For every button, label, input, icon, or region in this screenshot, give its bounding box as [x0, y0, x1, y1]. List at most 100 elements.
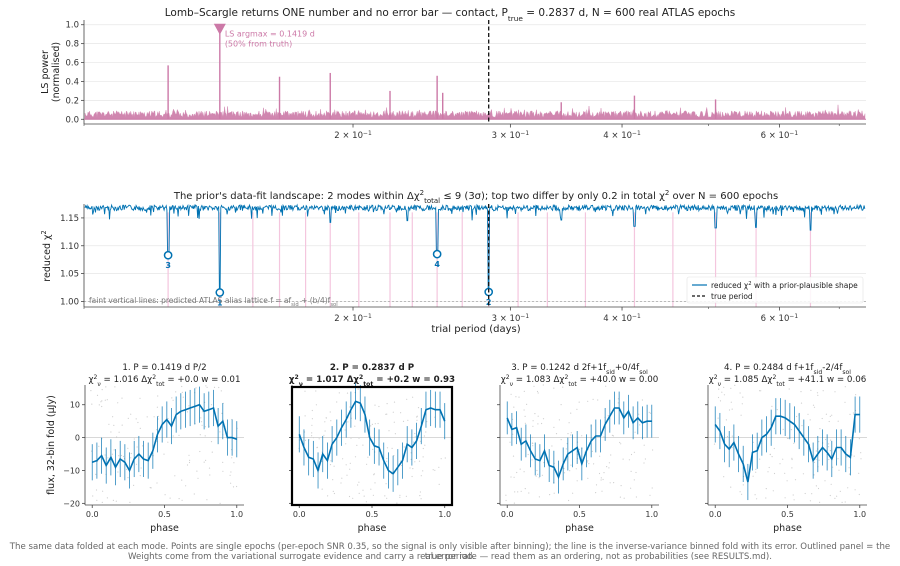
fold-x-tick-label: 0.5 [158, 510, 171, 519]
fold-epoch-point [111, 453, 113, 455]
fold-epoch-point [576, 408, 578, 410]
fold-epoch-point [628, 459, 631, 461]
fold-epoch-point [354, 425, 356, 427]
fold-epoch-point [638, 413, 640, 415]
fold-epoch-point [393, 421, 395, 423]
fold-epoch-point [731, 447, 733, 449]
fold-epoch-point [844, 401, 846, 403]
fold-epoch-point [523, 390, 525, 392]
fold-epoch-point [418, 460, 421, 462]
fold-epoch-point [178, 434, 180, 436]
fold-epoch-point [639, 424, 641, 426]
fold-epoch-point [172, 399, 174, 401]
fold-epoch-point [643, 462, 645, 464]
fold-epoch-point [367, 456, 369, 458]
fold-epoch-point [796, 415, 798, 418]
fold-epoch-point [345, 443, 347, 445]
fold-epoch-point [153, 416, 155, 418]
fold-epoch-point [815, 485, 818, 487]
fold-epoch-point [723, 394, 726, 396]
fold-epoch-point [800, 391, 802, 393]
fold-epoch-point [600, 479, 602, 481]
fold-epoch-point [405, 495, 407, 497]
fold-epoch-point [784, 472, 786, 474]
fold-epoch-point [384, 495, 386, 497]
fold-epoch-point [608, 467, 610, 469]
fold-epoch-point [157, 415, 159, 417]
fold-epoch-point [304, 415, 306, 417]
fold-epoch-point [321, 488, 323, 490]
fold-epoch-point [188, 461, 191, 464]
fold-epoch-point [362, 444, 364, 446]
fold-epoch-point [569, 470, 571, 472]
fold-epoch-point [786, 437, 789, 439]
fold-epoch-point [813, 406, 816, 408]
fold-epoch-point [209, 474, 211, 476]
fold-epoch-point [330, 420, 332, 422]
fold-epoch-point [838, 469, 840, 471]
fold-epoch-point [193, 493, 195, 495]
fold-epoch-point [603, 472, 605, 474]
fold-epoch-point [205, 385, 207, 387]
fold-epoch-point [834, 497, 836, 499]
fold-epoch-point [520, 490, 522, 492]
fold-epoch-point [607, 415, 609, 417]
fold-epoch-point [792, 494, 794, 496]
fold-epoch-point [534, 413, 536, 415]
fold-stats: χ2ν = 1.085 Δχ2tot = +41.1 w = 0.06 [709, 374, 867, 388]
fold-epoch-point [108, 423, 110, 425]
fold-epoch-point [772, 490, 774, 492]
fold-epoch-point [731, 435, 733, 437]
ls-x-tick-label: 6 × 10−1 [761, 130, 799, 142]
fold-epoch-point [713, 443, 716, 445]
fold-epoch-point [127, 417, 129, 419]
fold-epoch-point [606, 466, 608, 468]
fold-epoch-point [817, 487, 820, 490]
ls-x-tick-label: 3 × 10−1 [492, 130, 530, 142]
fold-epoch-point [399, 494, 401, 496]
fold-binned-line [506, 407, 652, 480]
fold-epoch-point [135, 463, 138, 465]
fold-epoch-point [422, 447, 424, 450]
fold-epoch-point [140, 467, 142, 469]
fold-epoch-point [807, 413, 809, 415]
fold-epoch-point [532, 425, 534, 427]
chi-y-tick-label: 1.05 [60, 270, 79, 280]
fold-epoch-point [739, 392, 741, 394]
fold-epoch-point [121, 424, 123, 426]
fold-epoch-point [567, 433, 569, 435]
fold-epoch-point [423, 435, 425, 437]
fold-xlabel: phase [773, 523, 802, 534]
fold-epoch-point [630, 453, 633, 456]
fold-epoch-point [542, 384, 544, 386]
fold-epoch-point [420, 475, 422, 477]
fold-epoch-point [181, 499, 183, 501]
fold-epoch-point [578, 448, 581, 451]
fold-epoch-point [311, 418, 313, 420]
chi-curve [84, 203, 866, 293]
fold-epoch-point [221, 412, 223, 414]
fold-epoch-point [324, 421, 326, 423]
fold-epoch-point [558, 419, 561, 421]
fold-epoch-point [532, 442, 534, 444]
ls-ylabel-1: LS power [40, 50, 51, 94]
fold-binned-line [714, 413, 860, 483]
fold-epoch-point [830, 439, 832, 441]
fold-epoch-point [163, 453, 165, 455]
fold-epoch-point [432, 469, 434, 471]
fold-stats: χ2ν = 1.083 Δχ2tot = +40.0 w = 0.00 [501, 374, 659, 388]
fold-epoch-point [329, 411, 331, 413]
fold-xlabel: phase [358, 523, 387, 534]
fold-epoch-point [523, 471, 525, 473]
fold-epoch-point [101, 400, 103, 402]
fold-epoch-point [830, 483, 832, 485]
fold-epoch-point [200, 421, 203, 423]
fold-epoch-point [619, 496, 622, 498]
fold-epoch-point [374, 404, 376, 406]
fold-epoch-point [197, 477, 199, 479]
fold-epoch-point [186, 464, 189, 466]
fold-xlabel: phase [150, 523, 179, 534]
fold-epoch-point [182, 396, 184, 398]
fold-epoch-point [352, 497, 354, 499]
fold-epoch-point [570, 412, 572, 414]
